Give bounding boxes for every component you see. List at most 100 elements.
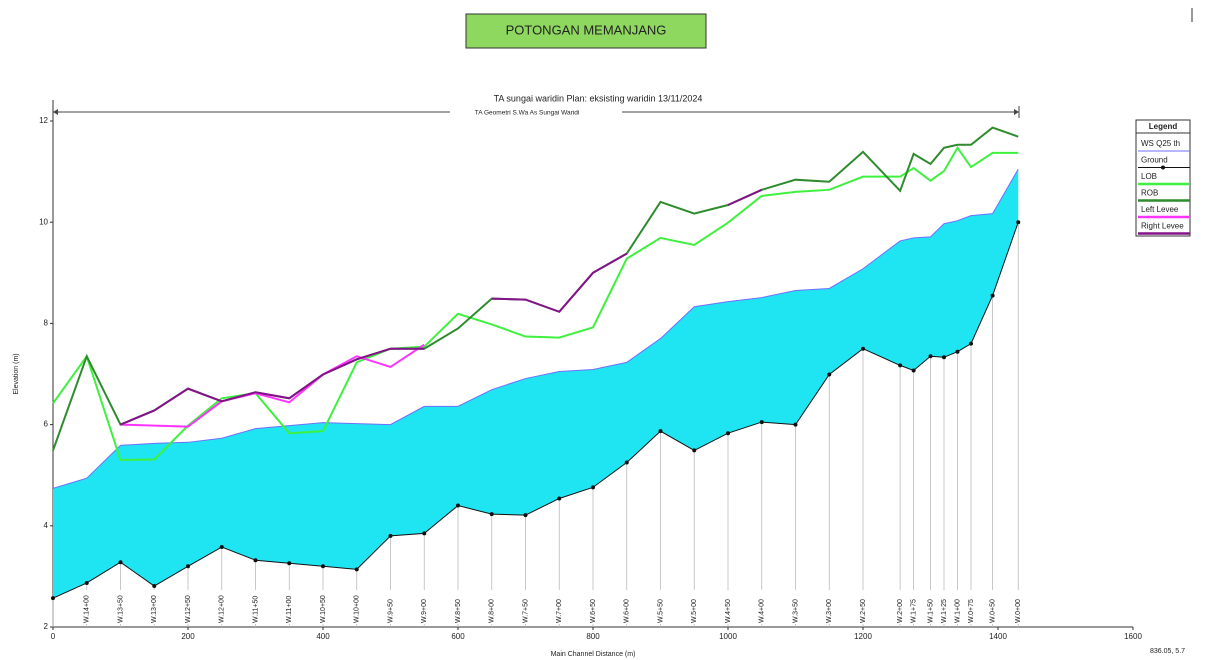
ground-point: [911, 368, 916, 373]
station-label: W.1+00: [954, 599, 961, 623]
y-tick-label: 4: [44, 521, 49, 530]
ground-point: [118, 560, 123, 565]
station-label-bg: [988, 590, 997, 624]
station-label: W.6+50: [590, 599, 597, 623]
ground-point: [489, 512, 494, 517]
ground-point: [523, 513, 528, 518]
ground-point: [1016, 220, 1021, 225]
station-label-bg: [622, 590, 631, 624]
station-label-group: W.10+50: [319, 590, 327, 624]
station-label-bg: [420, 590, 429, 624]
station-label-bg: [656, 590, 665, 624]
station-label: W.12+50: [185, 595, 192, 623]
y-axis-label: Elevation (m): [13, 353, 20, 394]
title-bg: [450, 93, 740, 105]
station-label: W.8+50: [455, 599, 462, 623]
ground-point: [422, 531, 427, 536]
station-label-bg: [285, 590, 294, 624]
station-label: W.2+00: [897, 599, 904, 623]
station-label-bg: [521, 590, 530, 624]
x-tick-label: 600: [451, 632, 465, 641]
station-label-group: W.13+50: [116, 590, 125, 624]
station-label: W.1+25: [941, 599, 948, 623]
station-label-bg: [1014, 590, 1023, 624]
station-label: W.0+00: [1015, 599, 1022, 623]
ground-point: [726, 431, 730, 436]
station-label-group: W.7+50: [521, 590, 530, 624]
station-label-bg: [940, 590, 948, 624]
station-label: W.2+50: [860, 599, 867, 623]
station-label-group: W.3+50: [791, 590, 800, 624]
x-tick-label: 0: [51, 632, 56, 641]
ground-point: [354, 567, 359, 572]
ground-point: [942, 355, 946, 360]
station-label-group: W.12+50: [184, 590, 192, 624]
legend-label: Right Levee: [1141, 222, 1184, 231]
station-label-group: W.1+50: [926, 590, 935, 624]
station-label: W.5+50: [657, 599, 664, 623]
ground-point: [759, 420, 764, 425]
ground-point: [84, 580, 89, 585]
legend-title: Legend: [1149, 122, 1178, 131]
legend-marker: [1161, 165, 1165, 170]
station-label-bg: [724, 590, 732, 624]
station-label: W.7+50: [522, 599, 529, 623]
station-label-bg: [690, 590, 699, 624]
y-tick-label: 6: [44, 420, 49, 429]
ground-point: [969, 341, 973, 346]
station-label-group: W.10+00: [352, 590, 361, 624]
station-label-group: W.9+50: [386, 590, 395, 624]
station-label-bg: [386, 590, 395, 624]
station-label: W.14+00: [84, 595, 91, 623]
station-label-group: W.6+00: [622, 590, 631, 624]
station-label: W.11+50: [252, 596, 259, 623]
station-label-bg: [909, 590, 918, 624]
station-label-group: W.14+00: [82, 590, 91, 624]
page-title-box: [465, 13, 707, 49]
station-label-bg: [82, 590, 91, 624]
ground-point: [321, 564, 325, 569]
station-label-bg: [150, 590, 159, 624]
station-label: W.9+00: [421, 599, 428, 623]
chart-subtitle: TA Geometri S.Wa As Sungai Waridi: [475, 110, 580, 117]
legend: Legend WS Q25 th Ground LOB ROB Left Levee Rig…: [1136, 122, 1190, 235]
ground-point: [253, 558, 258, 563]
station-label-group: W.7+00: [555, 590, 564, 624]
station-label-group: W.3+00: [825, 590, 834, 624]
station-label-bg: [953, 590, 962, 624]
station-label-bg: [825, 590, 834, 624]
station-label: W.8+00: [489, 599, 496, 623]
ground-point: [793, 422, 798, 427]
ground-point: [287, 561, 292, 566]
station-label: W.0+75: [968, 599, 975, 623]
subtitle-bg: [450, 107, 622, 117]
station-label-group: W.8+00: [487, 590, 496, 624]
series-line: [120, 343, 425, 428]
station-label-bg: [116, 590, 125, 624]
ground-point: [591, 485, 595, 490]
station-label-group: W.12+00: [217, 590, 226, 624]
station-label-group: W.11+50: [251, 590, 260, 624]
station-label-bg: [319, 590, 327, 624]
station-label-bg: [184, 590, 192, 624]
station-label-bg: [251, 590, 260, 624]
station-label-group: W.1+00: [953, 590, 962, 624]
station-label-bg: [859, 590, 867, 624]
legend-label: ROB: [1141, 189, 1158, 198]
ground-point: [827, 372, 832, 377]
station-label-group: W.13+00: [150, 590, 159, 624]
station-label-group: W.9+00: [420, 590, 429, 624]
ground-point: [51, 596, 55, 601]
legend-label: Left Levee: [1141, 205, 1179, 214]
y-tick-label: 2: [44, 622, 49, 631]
station-label-group: W.5+00: [690, 590, 699, 624]
station-label-bg: [757, 590, 766, 624]
station-label-group: W.11+00: [285, 590, 294, 624]
station-label: W.11+00: [286, 596, 293, 623]
station-label: W.1+50: [927, 599, 934, 623]
station-label: W.3+50: [792, 599, 799, 623]
ground-point: [955, 349, 960, 354]
station-label: W.10+50: [320, 595, 327, 623]
x-tick-label: 800: [586, 632, 600, 641]
ground-point: [692, 448, 697, 453]
